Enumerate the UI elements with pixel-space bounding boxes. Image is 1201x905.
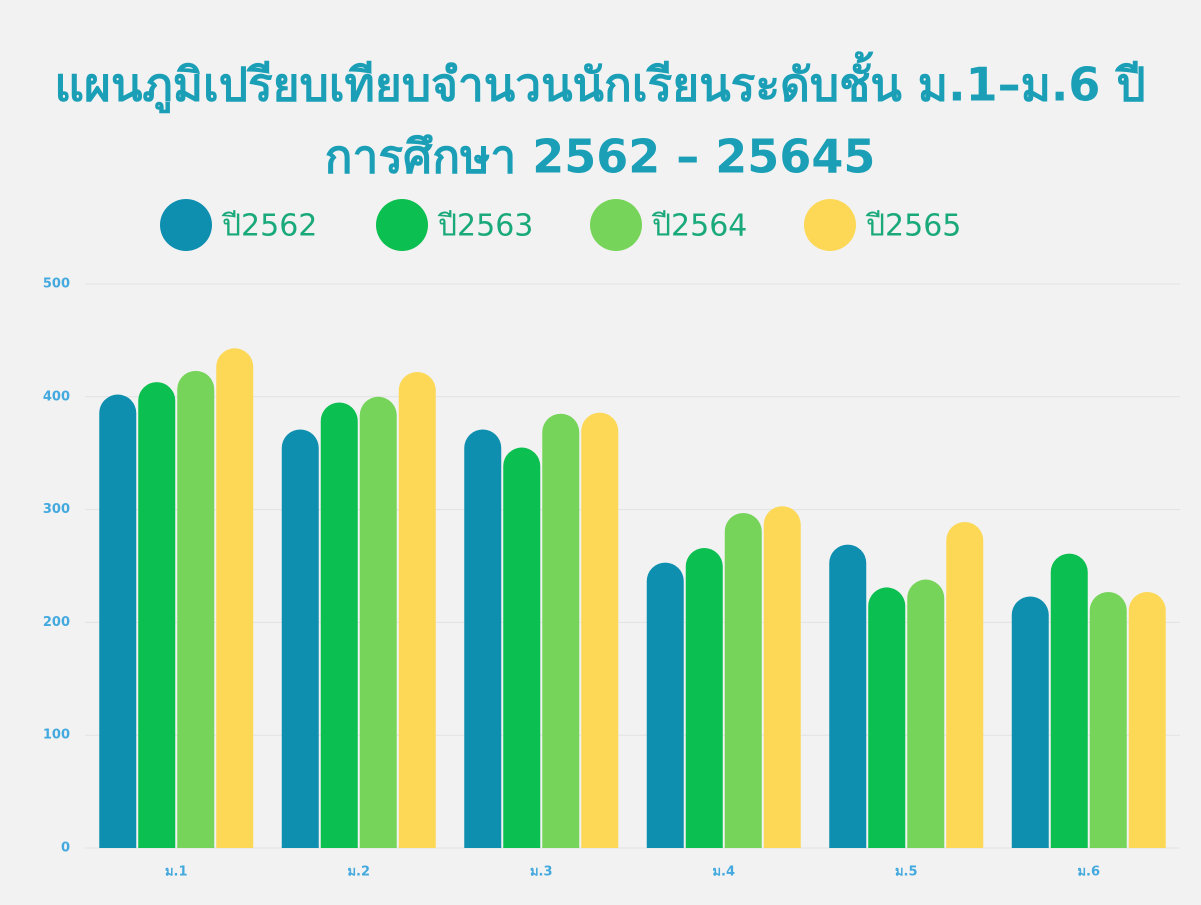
y-tick-label: 300 [43,502,70,517]
bar [946,522,984,848]
y-tick-label: 100 [43,728,70,743]
bar [685,547,723,848]
bar [398,371,436,848]
bar [829,544,867,848]
x-tick-label: ม.6 [1077,865,1100,880]
legend-swatch [376,199,428,251]
x-tick-label: ม.1 [165,865,188,880]
bar [1011,596,1049,848]
bar [868,587,906,848]
x-tick-label: ม.3 [530,865,553,880]
x-tick-label: ม.4 [712,865,735,880]
legend-label: ปี2564 [651,209,747,244]
bar [503,447,541,848]
bar [216,348,254,848]
x-tick-label: ม.5 [895,865,918,880]
x-tick-label: ม.2 [347,865,370,880]
bar [281,429,319,848]
legend-swatch [160,199,212,251]
legend-label: ปี2565 [865,209,961,244]
bar [724,512,762,848]
bar [907,579,945,848]
bar [1089,591,1127,848]
bar [1050,553,1088,848]
chart-title: แผนภูมิเปรียบเทียบจำนวนนักเรียนระดับชั้น… [54,51,1145,114]
bar [763,506,801,848]
y-tick-label: 0 [61,841,70,856]
bar [581,412,619,848]
legend-swatch [590,199,642,251]
y-tick-label: 400 [43,389,70,404]
bar [359,396,397,848]
y-tick-label: 200 [43,615,70,630]
bar [1128,591,1166,848]
legend-swatch [804,199,856,251]
chart-title: การศึกษา 2562 – 25645 [325,130,876,184]
y-tick-label: 500 [43,277,70,292]
bar [542,413,580,848]
bar [646,562,684,848]
bar [138,382,176,848]
bar [320,402,358,848]
bar [464,429,502,848]
bar [177,370,215,848]
bar [99,394,137,848]
legend-label: ปี2563 [437,209,533,244]
legend-label: ปี2562 [221,209,317,244]
